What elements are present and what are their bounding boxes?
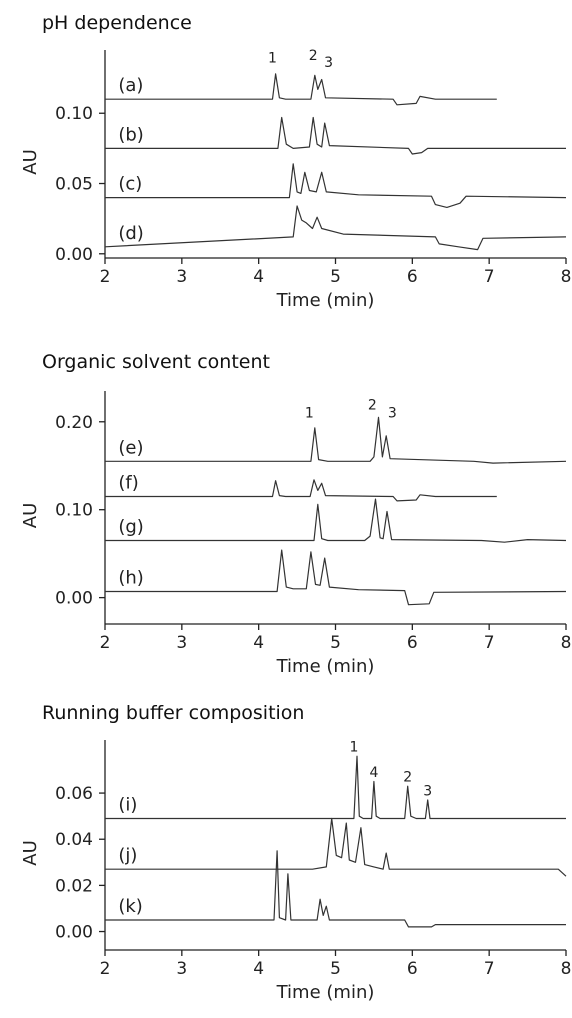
peak-label: 2 xyxy=(368,397,377,413)
x-tick-label: 7 xyxy=(484,959,495,979)
y-tick-label: 0.00 xyxy=(55,245,93,265)
y-tick-label: 0.05 xyxy=(55,175,93,195)
x-axis-title: Time (min) xyxy=(276,656,375,677)
x-tick-label: 2 xyxy=(100,959,111,979)
x-tick-label: 7 xyxy=(484,267,495,287)
peak-label: 4 xyxy=(369,765,378,781)
panel-title: pH dependence xyxy=(42,12,192,34)
trace-label: (d) xyxy=(118,223,143,244)
trace-label: (c) xyxy=(118,174,142,195)
x-tick-label: 6 xyxy=(407,959,418,979)
trace-line xyxy=(105,498,567,543)
trace-line xyxy=(105,416,567,464)
trace-line xyxy=(105,850,566,928)
trace-line xyxy=(104,205,567,251)
trace-line xyxy=(105,817,567,877)
peak-label: 2 xyxy=(309,48,318,64)
trace-label: (e) xyxy=(118,437,143,458)
x-tick-label: 5 xyxy=(330,959,341,979)
panel-organic-solvent: Organic solvent content 2 3 4 5 6 7 8 0.00 0.10 0… xyxy=(0,339,572,679)
x-tick-label: 5 xyxy=(330,633,341,653)
trace-label: (b) xyxy=(118,124,143,145)
trace-line xyxy=(105,549,567,606)
x-tick-label: 3 xyxy=(176,267,187,287)
trace-line xyxy=(105,755,566,820)
trace-label: (a) xyxy=(118,75,143,96)
x-tick-label: 4 xyxy=(253,267,264,287)
y-tick-label: 0.04 xyxy=(55,830,93,850)
x-tick-label: 3 xyxy=(176,633,187,653)
x-tick-label: 8 xyxy=(561,959,572,979)
trace-line xyxy=(105,73,497,106)
trace-line xyxy=(105,163,567,208)
y-tick-label: 0.10 xyxy=(55,104,93,124)
x-tick-label: 6 xyxy=(407,633,418,653)
trace-label: (g) xyxy=(118,516,143,537)
panel-ph-dependence: pH dependence 2 3 4 5 6 7 8 0.00 0.05 0.10 Time (m… xyxy=(0,0,572,336)
y-tick-label: 0.06 xyxy=(55,784,93,804)
x-tick-label: 4 xyxy=(253,633,264,653)
y-tick-label: 0.02 xyxy=(55,876,93,896)
trace-line xyxy=(105,116,566,155)
panel-title: Running buffer composition xyxy=(42,702,305,724)
peak-label: 1 xyxy=(268,51,277,67)
panel-title: Organic solvent content xyxy=(42,351,270,373)
x-tick-label: 2 xyxy=(100,633,111,653)
panel-running-buffer: Running buffer composition 2 3 4 5 6 7 8 0.00 0.… xyxy=(0,690,572,1018)
trace-label: (h) xyxy=(118,567,143,588)
trace-label: (i) xyxy=(118,794,137,815)
trace-label: (f) xyxy=(118,473,138,494)
x-tick-label: 8 xyxy=(561,633,572,653)
trace-label: (j) xyxy=(118,845,137,866)
y-axis-title: AU xyxy=(20,840,41,866)
x-tick-label: 7 xyxy=(484,633,495,653)
x-tick-label: 3 xyxy=(176,959,187,979)
x-axis-title: Time (min) xyxy=(276,982,375,1003)
peak-label: 1 xyxy=(305,405,314,421)
x-tick-label: 8 xyxy=(561,267,572,287)
trace-line xyxy=(105,479,497,502)
y-axis-title: AU xyxy=(20,503,41,529)
y-axis-title: AU xyxy=(20,149,41,175)
peak-label: 1 xyxy=(349,740,358,756)
peak-label: 3 xyxy=(388,405,397,421)
y-tick-label: 0.20 xyxy=(55,413,93,433)
x-tick-label: 5 xyxy=(330,267,341,287)
trace-label: (k) xyxy=(118,896,142,917)
x-tick-label: 2 xyxy=(100,267,111,287)
x-axis-title: Time (min) xyxy=(276,290,375,311)
y-tick-label: 0.00 xyxy=(55,589,93,609)
peak-label: 2 xyxy=(403,770,412,786)
x-tick-label: 6 xyxy=(407,267,418,287)
peak-label: 3 xyxy=(423,783,432,799)
y-tick-label: 0.00 xyxy=(55,923,93,943)
x-tick-label: 4 xyxy=(253,959,264,979)
peak-label: 3 xyxy=(324,55,333,71)
y-tick-label: 0.10 xyxy=(55,501,93,521)
